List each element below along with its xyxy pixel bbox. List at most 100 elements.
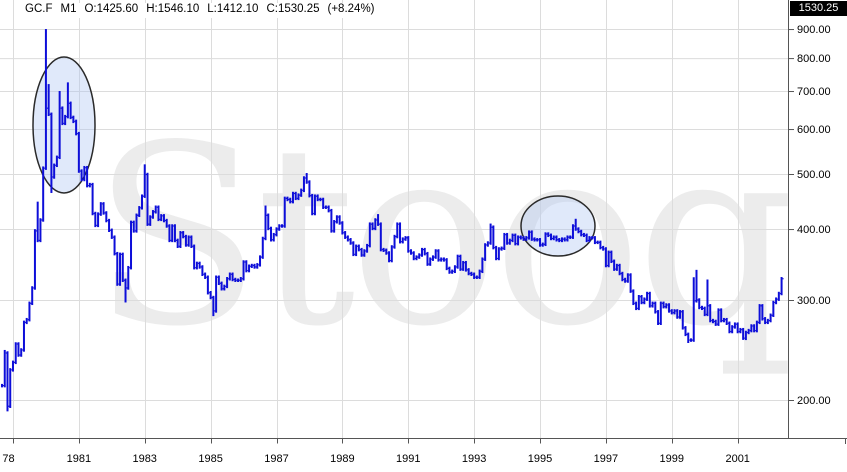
close-tick	[461, 268, 463, 270]
price-bar	[635, 301, 638, 311]
close-tick	[406, 237, 408, 239]
close-tick	[395, 235, 397, 238]
price-bar	[728, 321, 731, 334]
price-bar	[571, 224, 574, 239]
close-tick	[760, 305, 762, 307]
close-tick	[41, 219, 43, 221]
close-tick	[121, 253, 123, 255]
close-tick	[277, 228, 279, 230]
close-tick	[672, 312, 674, 314]
price-bar	[22, 320, 25, 352]
close-tick	[409, 250, 411, 252]
price-bar	[58, 91, 61, 160]
close-tick	[620, 272, 622, 275]
price-bar	[676, 309, 679, 319]
price-bar	[404, 236, 407, 241]
price-bar	[539, 238, 542, 247]
close-tick	[392, 246, 394, 248]
price-bar	[541, 242, 544, 247]
price-bar	[259, 255, 262, 267]
close-tick	[422, 249, 424, 251]
close-tick	[752, 325, 754, 327]
price-bar	[646, 291, 649, 301]
close-tick	[782, 278, 784, 280]
price-bar	[478, 269, 481, 279]
last-price-badge: 1530.25	[790, 1, 847, 16]
price-bar	[744, 330, 747, 341]
price-bar	[484, 243, 487, 261]
interval-label: M1	[60, 3, 77, 15]
close-tick	[738, 330, 740, 333]
price-bar	[264, 205, 267, 241]
price-bar	[193, 244, 196, 270]
close-tick	[573, 225, 575, 227]
close-tick	[46, 107, 48, 109]
price-bar	[486, 241, 489, 247]
price-bar	[346, 235, 349, 242]
close-tick	[494, 247, 496, 249]
price-bar	[407, 236, 410, 253]
close-tick	[241, 278, 243, 280]
price-bar	[105, 211, 108, 223]
price-bar	[72, 115, 75, 124]
close-tick	[307, 181, 309, 183]
close-tick	[412, 252, 413, 254]
close-tick	[321, 198, 323, 201]
price-bar	[440, 257, 443, 262]
price-bar	[665, 303, 668, 309]
price-bar	[6, 351, 9, 412]
price-bar	[69, 101, 72, 120]
close-tick	[44, 167, 46, 169]
price-bar	[278, 224, 281, 231]
price-bar	[393, 234, 396, 249]
time-axis-label: 1987	[264, 453, 288, 465]
close-tick	[280, 225, 282, 227]
price-bar	[434, 249, 437, 259]
close-tick	[678, 316, 680, 318]
price-bar	[604, 247, 607, 268]
price-bar	[130, 220, 133, 270]
close-tick	[230, 273, 232, 275]
close-tick	[219, 282, 221, 284]
price-bar	[651, 301, 654, 308]
price-bar	[514, 233, 517, 246]
ohlc-header: GC.F M1 O:1425.60 H:1546.10 L:1412.10 C:…	[25, 3, 381, 18]
close-tick	[447, 267, 449, 269]
time-axis-label: 1991	[396, 453, 420, 465]
highlight-ellipse-2	[520, 195, 596, 257]
price-bar	[442, 257, 445, 262]
close-tick	[450, 271, 452, 273]
price-bar	[280, 224, 283, 228]
price-bar	[580, 229, 583, 237]
price-bar	[160, 214, 163, 222]
price-bar	[547, 232, 550, 238]
price-bar	[316, 194, 319, 202]
price-bar	[182, 231, 185, 239]
price-bar	[475, 275, 478, 279]
close-tick	[79, 170, 81, 172]
close-tick	[502, 247, 504, 249]
price-axis-label: 700.00	[797, 86, 831, 98]
price-bar	[733, 322, 736, 329]
price-bar	[566, 235, 569, 242]
price-bar	[313, 194, 316, 216]
price-bar	[569, 235, 572, 239]
close-tick	[724, 319, 726, 321]
price-bar	[195, 261, 198, 270]
close-tick	[708, 305, 710, 307]
price-bar	[753, 324, 756, 333]
price-bar	[66, 82, 69, 119]
price-axis-label: 500.00	[797, 169, 831, 181]
price-axis-label: 400.00	[797, 224, 831, 236]
close-tick	[93, 212, 95, 215]
price-bar	[190, 235, 193, 249]
close-tick	[417, 256, 419, 258]
close-tick	[565, 239, 567, 241]
price-bar	[453, 265, 456, 274]
price-bar	[242, 260, 245, 281]
price-bar	[772, 300, 775, 317]
close-tick	[763, 318, 765, 320]
close-tick	[143, 195, 144, 197]
price-bar	[700, 305, 703, 311]
